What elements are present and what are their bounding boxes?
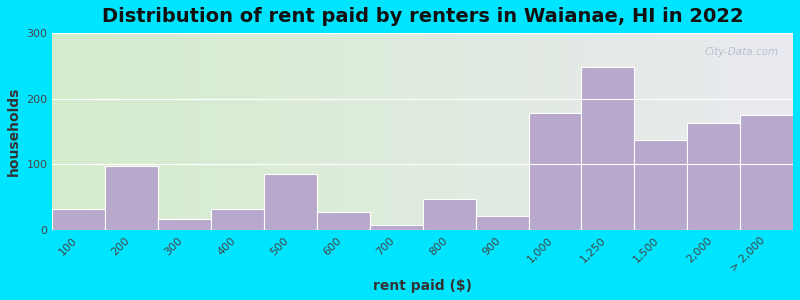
- Bar: [211, 209, 264, 230]
- Bar: [158, 219, 211, 230]
- Bar: [740, 115, 793, 230]
- Bar: [106, 166, 158, 230]
- Bar: [422, 199, 476, 230]
- Bar: [317, 212, 370, 230]
- Bar: [53, 209, 106, 230]
- X-axis label: rent paid ($): rent paid ($): [374, 279, 472, 293]
- Text: City-Data.com: City-Data.com: [704, 47, 778, 57]
- Y-axis label: households: households: [7, 87, 21, 176]
- Bar: [582, 67, 634, 230]
- Title: Distribution of rent paid by renters in Waianae, HI in 2022: Distribution of rent paid by renters in …: [102, 7, 743, 26]
- Bar: [476, 216, 529, 230]
- Bar: [370, 225, 422, 230]
- Bar: [264, 174, 317, 230]
- Bar: [634, 140, 687, 230]
- Bar: [687, 123, 740, 230]
- Bar: [529, 113, 582, 230]
